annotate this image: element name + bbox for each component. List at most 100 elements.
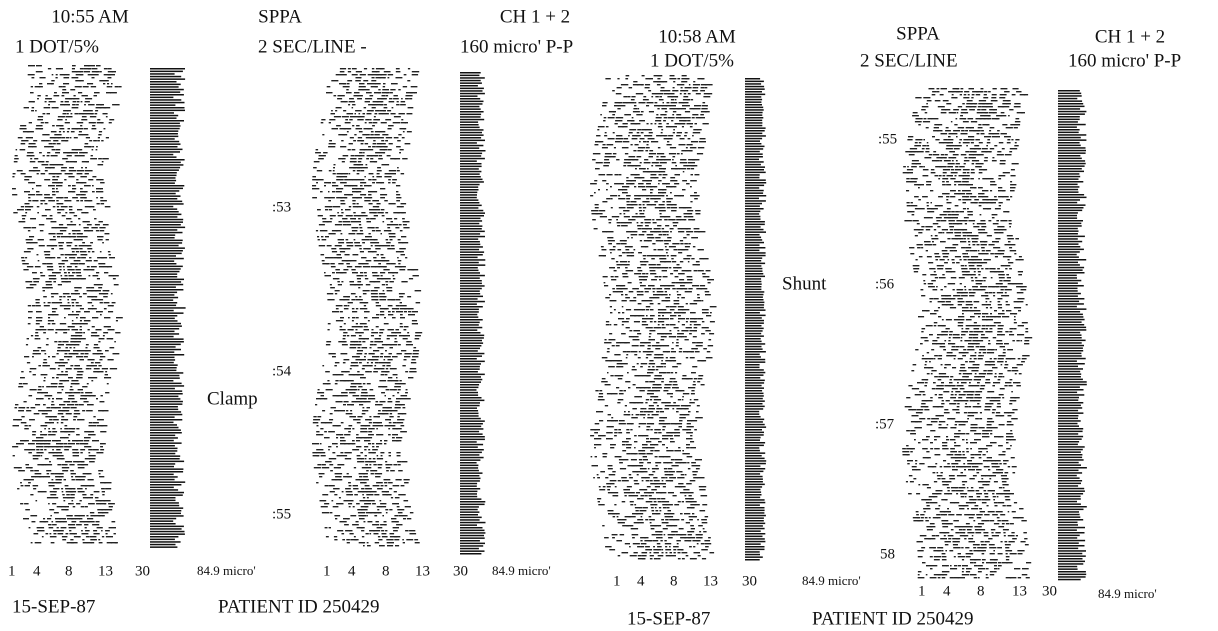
dot [326, 221, 332, 223]
amplitude-label: 84.9 micro' [197, 563, 256, 578]
dot [657, 498, 661, 500]
dot [607, 492, 612, 494]
dot [415, 332, 423, 334]
dot [380, 506, 387, 508]
dot [396, 146, 401, 148]
dot [597, 129, 600, 131]
dot [13, 212, 18, 214]
dot [70, 335, 78, 337]
dot [637, 150, 644, 152]
dot [100, 200, 107, 202]
dot [345, 209, 351, 211]
dot [644, 537, 649, 539]
dot [649, 549, 653, 551]
dot [63, 332, 68, 334]
dot [689, 501, 697, 503]
dot [332, 272, 335, 274]
dot [402, 542, 405, 544]
dot [71, 320, 74, 322]
dot [356, 125, 360, 127]
dot [679, 420, 683, 422]
bar [460, 459, 481, 461]
dot [374, 131, 380, 133]
dot [669, 381, 673, 383]
dot [634, 453, 636, 455]
dot [629, 501, 634, 503]
dot [631, 465, 637, 467]
dot [673, 477, 676, 479]
dot [61, 137, 66, 139]
dot [408, 314, 415, 316]
dot [695, 210, 701, 212]
dot [51, 107, 56, 109]
dot [97, 236, 104, 238]
dot [366, 407, 370, 409]
dot [384, 146, 388, 148]
dot [351, 326, 357, 328]
bar [150, 195, 181, 197]
dot [651, 468, 659, 470]
dot [698, 375, 704, 377]
dot [654, 204, 657, 206]
dot [388, 314, 394, 316]
dot [344, 179, 349, 181]
dot [595, 141, 602, 143]
dot [373, 350, 380, 352]
dot [346, 542, 350, 544]
dot [78, 263, 85, 265]
dot [29, 236, 35, 238]
bar [150, 385, 185, 387]
dot [44, 446, 50, 448]
dot [13, 161, 18, 163]
bar [460, 321, 480, 324]
dot [345, 488, 351, 490]
dot [652, 288, 656, 290]
dot [353, 212, 356, 214]
dot [647, 345, 651, 347]
dot [668, 474, 674, 476]
dot [60, 506, 66, 508]
dot [685, 357, 689, 359]
dot [324, 485, 329, 487]
dot [394, 383, 400, 385]
dot [361, 392, 367, 394]
dot [328, 122, 331, 124]
dot [673, 303, 680, 305]
dot [41, 413, 48, 415]
dot [371, 359, 379, 361]
dot [64, 353, 68, 355]
dot [626, 438, 631, 440]
bar [150, 486, 174, 489]
dot [49, 416, 57, 418]
dot [661, 108, 667, 110]
dot [50, 155, 58, 157]
dot [26, 131, 34, 133]
dot [336, 125, 341, 127]
bar [150, 502, 179, 504]
bar [150, 291, 178, 294]
bar [150, 458, 180, 460]
dot [330, 407, 336, 409]
dot [674, 312, 679, 314]
dot [334, 515, 339, 517]
dot [377, 167, 381, 169]
dot [678, 351, 682, 353]
dot [663, 216, 671, 218]
dot [619, 462, 623, 464]
dot [405, 344, 413, 346]
dot [354, 365, 359, 367]
dot [99, 71, 102, 73]
dot [29, 368, 37, 370]
dot [408, 506, 411, 508]
dot [616, 291, 623, 293]
dot [361, 368, 365, 370]
dot [602, 144, 606, 146]
dot [366, 494, 374, 496]
dot [77, 257, 81, 259]
dot [315, 404, 318, 406]
dot [42, 410, 48, 412]
dot [67, 299, 69, 301]
dot [654, 525, 660, 527]
dot [317, 209, 321, 211]
dot [381, 260, 388, 262]
